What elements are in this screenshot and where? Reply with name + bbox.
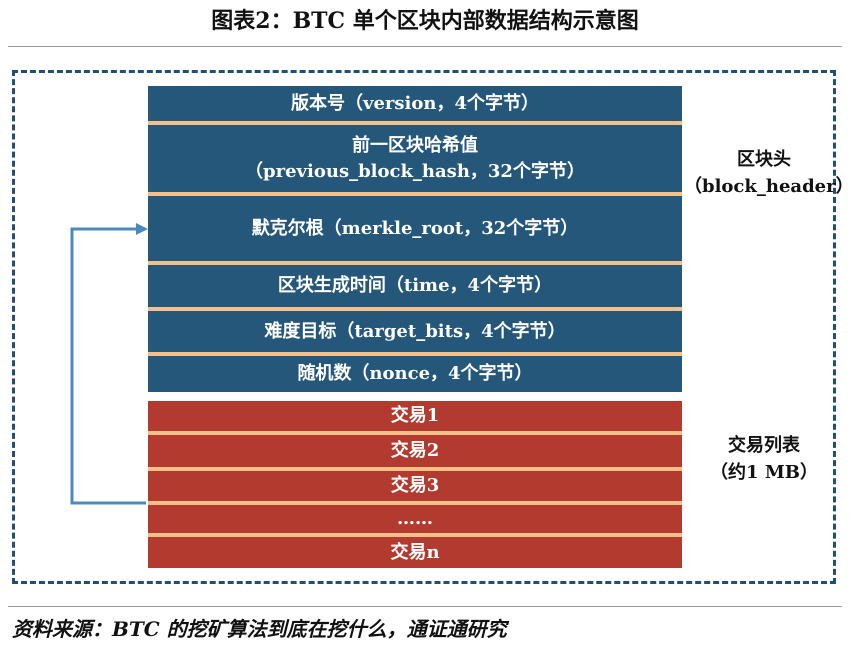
separator (148, 431, 682, 435)
merkle-arrow-head (136, 223, 148, 235)
transaction-item: 交易3 (390, 475, 440, 496)
block-header-section: 版本号（version，4个字节） 前一区块哈希值 （previous_bloc… (148, 86, 682, 392)
transaction-item: 交易n (390, 541, 440, 563)
block-header-label: 区块头 （block_header） (684, 146, 850, 200)
separator (148, 533, 682, 537)
top-rule (8, 46, 842, 47)
bottom-rule (8, 606, 842, 607)
separator (148, 467, 682, 471)
separator (148, 121, 682, 125)
figure-title: 图表2：BTC 单个区块内部数据结构示意图 (211, 8, 639, 34)
field-previous-block-hash-line1: 前一区块哈希值 (352, 134, 478, 156)
separator (148, 192, 682, 196)
transaction-list-label: 交易列表 （约1 MB） (684, 432, 844, 486)
block-frame (12, 70, 836, 584)
transaction-item: 交易2 (390, 440, 440, 461)
separator (148, 352, 682, 356)
field-nonce: 随机数（nonce，4个字节） (297, 363, 533, 384)
field-time: 区块生成时间（time，4个字节） (277, 275, 553, 296)
merkle-arrow-line (70, 227, 146, 505)
transaction-list-label-line1: 交易列表 (728, 435, 800, 456)
field-previous-block-hash: 前一区块哈希值 （previous_block_hash，32个字节） (148, 125, 682, 192)
field-merkle-root: 默克尔根（merkle_root，32个字节） (251, 217, 579, 239)
separator (148, 261, 682, 265)
source-note: 资料来源：BTC 的挖矿算法到底在挖什么，通证通研究 (12, 617, 507, 641)
separator (148, 307, 682, 311)
field-previous-block-hash-line2: （previous_block_hash，32个字节） (245, 160, 585, 182)
transaction-item: 交易1 (390, 405, 440, 426)
field-target-bits: 难度目标（target_bits，4个字节） (264, 320, 566, 342)
transaction-list-label-line2: （约1 MB） (710, 462, 818, 483)
block-header-label-line1: 区块头 (737, 149, 791, 170)
block-header-label-line2: （block_header） (684, 176, 850, 197)
field-version: 版本号（version，4个字节） (291, 92, 539, 114)
transaction-list-section: 交易1 交易2 交易3 …… 交易n (148, 401, 682, 568)
transaction-item: …… (397, 508, 433, 529)
separator (148, 501, 682, 505)
